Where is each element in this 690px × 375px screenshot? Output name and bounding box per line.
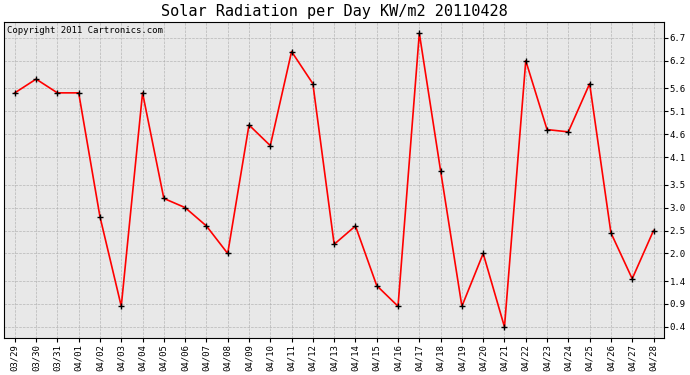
Text: Copyright 2011 Cartronics.com: Copyright 2011 Cartronics.com (8, 27, 164, 36)
Title: Solar Radiation per Day KW/m2 20110428: Solar Radiation per Day KW/m2 20110428 (161, 4, 508, 19)
